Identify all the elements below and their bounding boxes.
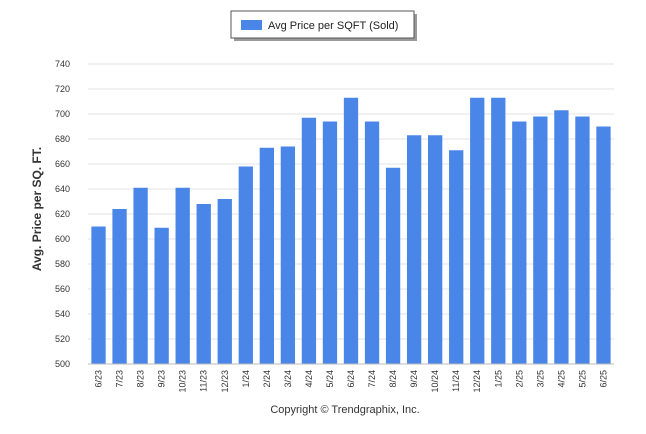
bar-4/25 — [554, 110, 569, 364]
y-tick-label: 680 — [55, 134, 70, 144]
y-tick-label: 640 — [55, 184, 70, 194]
bar-6/23 — [91, 226, 106, 364]
bar-6/24 — [343, 97, 359, 364]
bar-2/25 — [512, 121, 527, 364]
x-tick-label: 3/25 — [535, 370, 545, 388]
bar-8/23 — [133, 187, 148, 364]
x-tick-label: 7/24 — [367, 370, 377, 388]
x-tick-label: 11/24 — [451, 370, 461, 392]
y-tick-label: 720 — [55, 84, 70, 94]
x-tick-label: 6/23 — [94, 370, 104, 388]
x-tick-label: 7/23 — [115, 370, 125, 388]
x-tick-label: 1/24 — [241, 370, 251, 388]
y-tick-label: 620 — [55, 209, 70, 219]
legend-label: Avg Price per SQFT (Sold) — [268, 20, 398, 32]
x-tick-label: 10/23 — [178, 370, 188, 393]
bar-10/24 — [428, 135, 443, 364]
bar-1/25 — [491, 97, 506, 364]
x-tick-label: 2/25 — [514, 370, 524, 388]
x-tick-label: 12/23 — [220, 370, 230, 393]
bar-2/24 — [259, 147, 274, 364]
bar-11/24 — [449, 150, 464, 364]
x-tick-label: 3/24 — [283, 370, 293, 388]
copyright-footer: Copyright © Trendgraphix, Inc. — [270, 404, 419, 416]
x-tick-label: 12/24 — [472, 370, 482, 393]
y-tick-label: 660 — [55, 159, 70, 169]
bar-3/25 — [533, 116, 548, 364]
bar-1/24 — [238, 166, 253, 364]
x-tick-label: 4/25 — [556, 370, 566, 388]
x-tick-label: 10/24 — [430, 370, 440, 393]
x-tick-label: 5/24 — [325, 370, 335, 388]
x-tick-label: 9/23 — [157, 370, 167, 388]
y-axis-ticks: 500 520 540 560 580 600 620 640 660 680 700 720 740 — [55, 59, 70, 369]
y-tick-label: 600 — [55, 234, 70, 244]
legend-swatch — [241, 20, 262, 30]
bar-3/24 — [280, 146, 296, 364]
bar-12/23 — [217, 199, 232, 364]
y-tick-label: 520 — [55, 334, 70, 344]
bar-9/23 — [154, 227, 169, 364]
y-tick-label: 540 — [55, 309, 70, 319]
y-tick-label: 700 — [55, 109, 70, 119]
y-tick-label: 560 — [55, 284, 70, 294]
legend: Avg Price per SQFT (Sold) — [230, 10, 417, 41]
x-tick-label: 4/24 — [304, 370, 314, 388]
x-tick-label: 6/25 — [598, 370, 608, 388]
x-tick-label: 9/24 — [409, 370, 419, 388]
x-tick-label: 8/23 — [136, 370, 146, 388]
x-tick-label: 11/23 — [199, 370, 209, 392]
bar-12/24 — [470, 97, 485, 364]
y-axis-title: Avg. Price per SQ. FT. — [30, 147, 44, 271]
bar-5/24 — [322, 121, 338, 364]
bar-6/25 — [596, 126, 611, 364]
bar-7/23 — [112, 209, 127, 364]
x-tick-label: 2/24 — [262, 370, 272, 388]
y-tick-label: 580 — [55, 259, 70, 269]
y-tick-label: 500 — [55, 359, 70, 369]
y-tick-label: 740 — [55, 59, 70, 69]
bar-7/24 — [364, 121, 380, 364]
bar-10/23 — [175, 187, 190, 364]
bar-11/23 — [196, 204, 211, 364]
bars — [91, 97, 611, 364]
x-axis-ticks: 6/23 7/23 8/23 9/23 10/23 11/23 12/23 1/24 2/24 3… — [94, 370, 609, 393]
x-tick-label: 8/24 — [388, 370, 398, 388]
bar-9/24 — [406, 135, 422, 364]
x-tick-label: 1/25 — [493, 370, 503, 388]
x-tick-label: 6/24 — [346, 370, 356, 388]
x-tick-label: 5/25 — [577, 370, 587, 388]
bar-5/25 — [575, 116, 590, 364]
bar-8/24 — [385, 167, 401, 364]
bar-4/24 — [301, 117, 317, 364]
